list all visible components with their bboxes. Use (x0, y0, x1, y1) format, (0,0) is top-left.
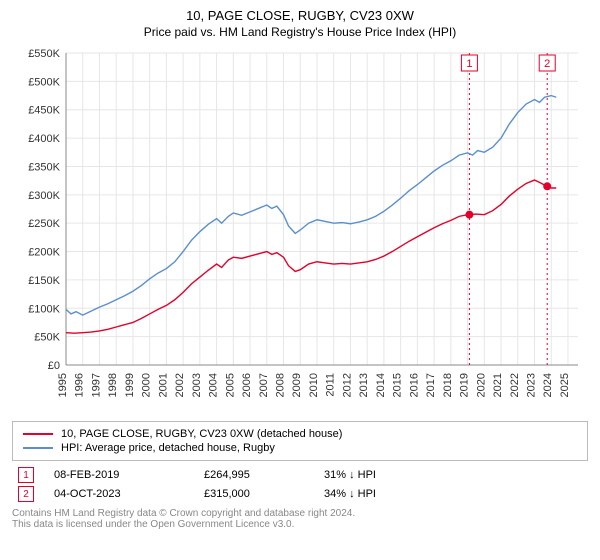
legend-label: HPI: Average price, detached house, Rugb… (61, 442, 275, 454)
sale-row: 2 04-OCT-2023£315,00034% ↓ HPI (12, 486, 588, 502)
svg-text:2006: 2006 (241, 373, 253, 397)
svg-text:£450K: £450K (28, 105, 60, 117)
svg-text:£100K: £100K (28, 303, 60, 315)
line-chart: £0 £50K £100K £150K £200K £250K £300K £350K £400… (12, 45, 588, 415)
svg-text:£200K: £200K (28, 247, 60, 259)
svg-text:£500K: £500K (28, 76, 60, 88)
svg-text:2025: 2025 (559, 373, 571, 397)
svg-text:2001: 2001 (157, 373, 169, 397)
sale-date: 04-OCT-2023 (54, 488, 204, 500)
svg-text:2010: 2010 (308, 373, 320, 397)
footer-line-2: This data is licensed under the Open Gov… (12, 519, 588, 530)
svg-text:2: 2 (544, 58, 550, 70)
svg-text:2003: 2003 (191, 373, 203, 397)
legend-label: 10, PAGE CLOSE, RUGBY, CV23 0XW (detache… (61, 428, 342, 440)
sale-marker-icon: 2 (18, 486, 34, 502)
sales-table: 1 08-FEB-2019£264,99531% ↓ HPI 2 04-OCT-202… (12, 467, 588, 502)
svg-text:2016: 2016 (408, 373, 420, 397)
footer-line-1: Contains HM Land Registry data © Crown c… (12, 508, 588, 519)
svg-text:2023: 2023 (525, 373, 537, 397)
legend-item: HPI: Average price, detached house, Rugb… (23, 442, 577, 454)
svg-text:1995: 1995 (57, 373, 69, 397)
svg-text:£250K: £250K (28, 218, 60, 230)
svg-text:1999: 1999 (124, 373, 136, 397)
svg-text:2000: 2000 (141, 373, 153, 397)
sale-date: 08-FEB-2019 (54, 469, 204, 481)
svg-text:2019: 2019 (459, 373, 471, 397)
sale-diff: 31% ↓ HPI (324, 469, 444, 481)
svg-text:1998: 1998 (107, 373, 119, 397)
svg-text:£350K: £350K (28, 161, 60, 173)
svg-text:£150K: £150K (28, 275, 60, 287)
sale-diff: 34% ↓ HPI (324, 488, 444, 500)
svg-text:£50K: £50K (34, 332, 60, 344)
svg-text:2013: 2013 (358, 373, 370, 397)
svg-text:2011: 2011 (325, 373, 337, 397)
svg-text:2008: 2008 (275, 373, 287, 397)
svg-text:2021: 2021 (492, 373, 504, 397)
svg-text:2017: 2017 (425, 373, 437, 397)
svg-text:2018: 2018 (442, 373, 454, 397)
svg-text:2005: 2005 (224, 373, 236, 397)
svg-text:1996: 1996 (74, 373, 86, 397)
sale-row: 1 08-FEB-2019£264,99531% ↓ HPI (12, 467, 588, 483)
svg-text:2024: 2024 (542, 373, 554, 397)
footer-attribution: Contains HM Land Registry data © Crown c… (12, 508, 588, 530)
svg-text:£550K: £550K (28, 48, 60, 60)
svg-text:2012: 2012 (341, 373, 353, 397)
sale-price: £315,000 (204, 488, 324, 500)
legend-swatch (23, 447, 53, 449)
svg-text:2020: 2020 (475, 373, 487, 397)
chart-container: 10, PAGE CLOSE, RUGBY, CV23 0XW Price pa… (0, 0, 600, 538)
svg-text:2022: 2022 (509, 373, 521, 397)
legend-swatch (23, 433, 53, 435)
svg-text:2015: 2015 (392, 373, 404, 397)
legend-item: 10, PAGE CLOSE, RUGBY, CV23 0XW (detache… (23, 428, 577, 440)
svg-text:1997: 1997 (90, 373, 102, 397)
sale-price: £264,995 (204, 469, 324, 481)
svg-text:2007: 2007 (258, 373, 270, 397)
svg-text:2002: 2002 (174, 373, 186, 397)
svg-text:£300K: £300K (28, 190, 60, 202)
chart-title: 10, PAGE CLOSE, RUGBY, CV23 0XW (12, 8, 588, 23)
svg-text:1: 1 (466, 58, 472, 70)
svg-text:£400K: £400K (28, 133, 60, 145)
legend: 10, PAGE CLOSE, RUGBY, CV23 0XW (detache… (12, 421, 588, 461)
svg-text:2004: 2004 (208, 373, 220, 397)
svg-text:£0: £0 (48, 360, 60, 372)
svg-text:2014: 2014 (375, 373, 387, 397)
svg-text:2009: 2009 (291, 373, 303, 397)
sale-marker-icon: 1 (18, 467, 34, 483)
chart-subtitle: Price paid vs. HM Land Registry's House … (12, 25, 588, 39)
